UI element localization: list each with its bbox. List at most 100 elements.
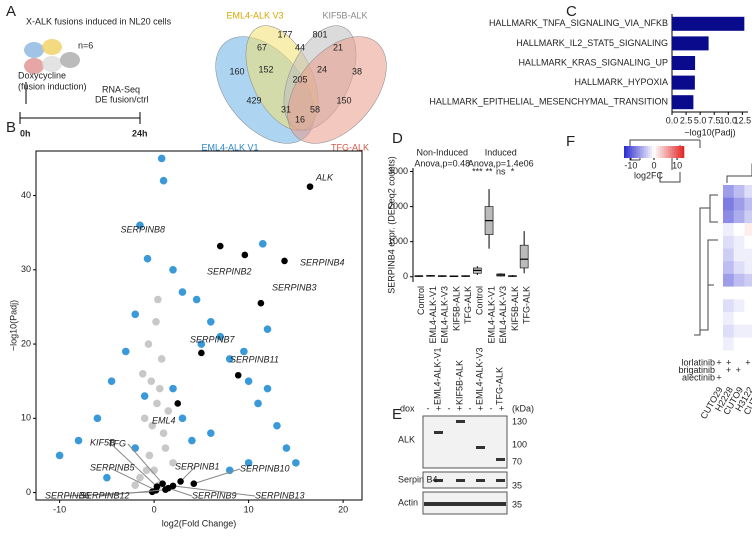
heat-cell: [744, 235, 752, 249]
colorbar-step: [682, 146, 685, 158]
point: [148, 421, 157, 430]
heat-cell: [733, 185, 745, 198]
point: [157, 154, 166, 163]
heat-cell: [723, 337, 734, 351]
heat-cell: [744, 197, 752, 211]
panel-label: E: [392, 406, 402, 423]
venn-count: 152: [258, 64, 273, 74]
y-tick-label: 10: [21, 413, 31, 423]
point: [169, 459, 177, 467]
x-axis-label: log2(Fold Change): [162, 518, 237, 528]
point: [207, 429, 215, 437]
heat-cell: [733, 235, 745, 249]
x-tick-label: 5.0: [694, 115, 707, 125]
lane-label: EML4-ALK-V1: [432, 347, 442, 405]
dox-sign: -: [490, 403, 493, 413]
x-axis-label: −log10(Padj): [684, 127, 735, 137]
point: [155, 384, 164, 393]
point: [234, 371, 242, 379]
x-tick-label: 7.5: [708, 115, 721, 125]
leader-line: [193, 468, 241, 485]
signif-label: ***: [472, 166, 483, 176]
point: [143, 254, 152, 263]
colorbar-step: [626, 146, 629, 158]
heat-cell: [733, 261, 745, 275]
colorbar-step: [668, 146, 671, 158]
venn: [215, 25, 387, 144]
colorbar-tick-label: -10: [624, 160, 637, 170]
point: [178, 288, 187, 296]
colorbar-tick-label: 10: [672, 160, 682, 170]
venn-count: 801: [312, 29, 327, 39]
point: [207, 317, 215, 326]
x-tick-label: Control: [475, 286, 485, 315]
y-tick-label: 1000: [388, 236, 408, 246]
heat-cell: [744, 299, 752, 313]
leader-line: [180, 466, 196, 482]
point: [107, 377, 116, 385]
heat-cell: [723, 286, 734, 300]
point-label: SERPINB10: [240, 463, 290, 473]
point: [93, 414, 102, 423]
colorbar-step: [648, 146, 651, 158]
venn-set-label: EML4-ALK V1: [201, 142, 258, 152]
lane-label: EML4-ALK-V3: [474, 347, 484, 405]
point-label: SERPINB9: [192, 490, 237, 500]
venn-count: 58: [310, 104, 320, 114]
venn-count: 429: [246, 95, 261, 105]
point-label: SERPINB5: [90, 462, 136, 472]
y-tick-label: HALLMARK_KRAS_SIGNALING_UP: [518, 57, 668, 67]
x-tick-label: 12.5: [734, 115, 752, 125]
signif-label: *: [511, 166, 515, 176]
y-tick-label: HALLMARK_EPITHELIAL_MESENCHYMAL_TRANSITI…: [429, 97, 668, 107]
dox-sign: -: [448, 403, 451, 413]
colorbar-step: [634, 146, 637, 158]
point: [103, 473, 111, 482]
point: [174, 400, 182, 407]
point-label: SERPINB13: [255, 490, 305, 500]
y-tick-label: HALLMARK_HYPOXIA: [574, 77, 668, 87]
leader-line: [172, 485, 256, 497]
x-tick-label: 10.0: [720, 115, 738, 125]
bar: [672, 16, 745, 31]
lane-label: KIF5B-ALK: [454, 360, 464, 405]
assay-note: DE fusion/ctrl: [95, 94, 149, 104]
dox-sign: +: [436, 403, 441, 413]
point: [240, 347, 248, 356]
colorbar-step: [664, 146, 667, 158]
point: [263, 384, 272, 393]
x-tick-label: -10: [53, 504, 66, 514]
panel-label: C: [566, 3, 577, 20]
y-tick-label: 20: [21, 338, 31, 348]
heat-cell: [733, 312, 745, 325]
box: [519, 244, 529, 269]
colorbar-step: [624, 146, 627, 158]
heat-cell: [723, 324, 734, 338]
x-tick-label: TFG-ALK: [463, 286, 473, 324]
dox-sign: +: [499, 403, 504, 413]
colorbar-step: [636, 146, 639, 158]
point: [131, 444, 140, 452]
heat-cell: [723, 223, 734, 237]
signif-label: **: [486, 166, 494, 176]
y-tick-label: 3000: [388, 166, 408, 176]
heat-cell: [744, 261, 752, 275]
kda-label: (kDa): [512, 403, 534, 413]
y-tick-label: 0: [26, 487, 31, 497]
point: [142, 466, 151, 475]
point: [281, 257, 288, 265]
point: [198, 349, 205, 357]
y-tick-label: HALLMARK_TNFA_SIGNALING_VIA_NFKB: [489, 18, 668, 28]
point-label: SERPINB2: [207, 266, 252, 276]
point: [152, 317, 160, 326]
point: [161, 444, 170, 452]
t1-label: 24h: [132, 128, 148, 138]
point: [164, 407, 173, 415]
heat-cell: [733, 286, 745, 300]
dox-sign: +: [457, 403, 462, 413]
panel-label: D: [392, 130, 403, 147]
heat-cell: [733, 324, 745, 338]
y-tick-label: 30: [21, 264, 31, 274]
point: [225, 466, 234, 475]
